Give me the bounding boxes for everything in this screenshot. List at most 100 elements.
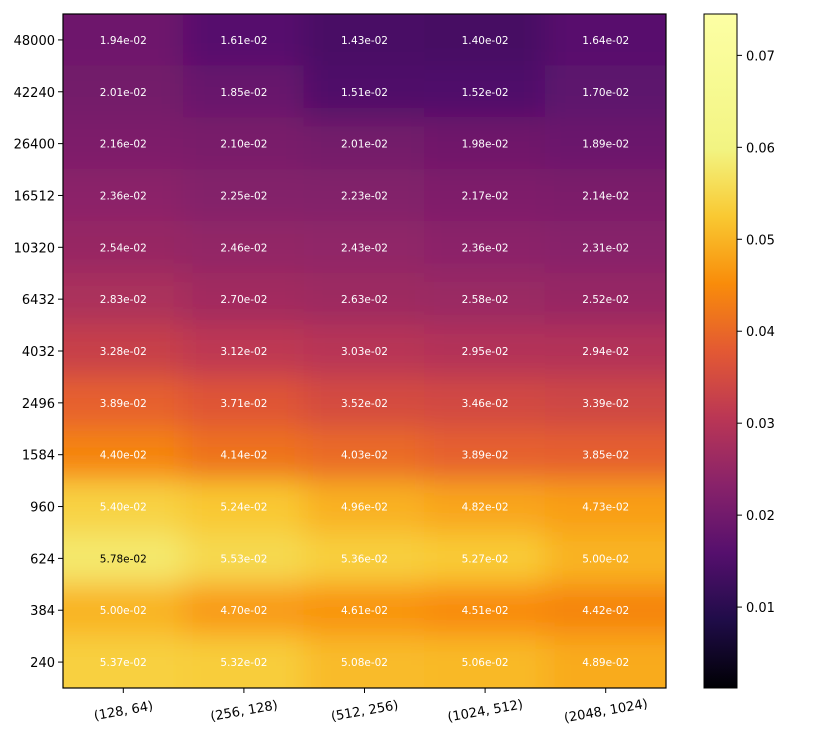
cell-value-label: 5.00e-02 [582, 553, 629, 565]
heatmap-cell [63, 220, 185, 274]
heatmap-cell [63, 635, 185, 688]
cell-value-label: 2.54e-02 [100, 242, 147, 254]
heatmap-cell [303, 376, 426, 430]
heatmap-cell [63, 583, 185, 637]
cell-value-label: 1.61e-02 [220, 35, 267, 47]
cell-value-label: 5.78e-02 [100, 553, 147, 565]
heatmap-cell [63, 14, 185, 67]
heatmap-cell [63, 531, 185, 585]
cell-value-label: 2.63e-02 [341, 294, 388, 306]
y-tick-label: 10320 [14, 241, 55, 256]
cell-value-label: 4.89e-02 [582, 657, 629, 669]
heatmap-cell [63, 428, 185, 482]
cell-value-label: 1.43e-02 [341, 35, 388, 47]
y-tick-label: 48000 [14, 34, 55, 49]
cell-value-label: 2.14e-02 [582, 190, 629, 202]
colorbar-tick-label: 0.07 [746, 49, 775, 64]
colorbar-tick-label: 0.03 [746, 417, 775, 432]
cell-value-label: 1.85e-02 [220, 87, 267, 99]
cell-value-label: 5.32e-02 [220, 657, 267, 669]
heatmap-cell [183, 169, 305, 222]
cell-value-label: 1.89e-02 [582, 139, 629, 151]
colorbar: 0.01 0.02 0.03 0.04 0.05 0.06 0.07 [703, 13, 775, 689]
cell-value-label: 2.23e-02 [341, 190, 388, 202]
cell-value-label: 2.83e-02 [100, 294, 147, 306]
heatmap-cell [303, 324, 426, 378]
cell-value-label: 1.52e-02 [462, 87, 509, 99]
heatmap-cell [544, 376, 666, 430]
cell-labels: 1.94e-02 1.61e-02 1.43e-02 1.40e-02 1.64e-02… [100, 35, 629, 669]
x-tick-label: (128, 64) [93, 699, 154, 724]
cell-value-label: 1.94e-02 [100, 35, 147, 47]
heatmap-cell [183, 376, 305, 430]
cell-value-label: 5.24e-02 [220, 502, 267, 514]
x-tick-label: (1024, 512) [446, 697, 524, 725]
heatmap-cell [303, 480, 426, 533]
cell-value-label: 2.01e-02 [100, 87, 147, 99]
y-tick-label: 624 [30, 552, 55, 567]
cell-value-label: 4.40e-02 [100, 450, 147, 462]
heatmap-cell [303, 272, 426, 326]
heatmap-cell [303, 531, 426, 585]
colorbar-gradient [703, 13, 738, 689]
heatmap-cell [183, 117, 305, 171]
heatmap-cell [424, 117, 546, 171]
heatmap-cell [424, 428, 546, 482]
heatmap-cell [424, 14, 546, 67]
cell-value-label: 5.00e-02 [100, 605, 147, 617]
cell-value-label: 2.10e-02 [220, 139, 267, 151]
cell-value-label: 4.14e-02 [220, 450, 267, 462]
cell-value-label: 1.98e-02 [462, 139, 509, 151]
heatmap-cell [183, 480, 305, 533]
cell-value-label: 5.53e-02 [220, 553, 267, 565]
cell-value-label: 2.94e-02 [582, 346, 629, 358]
y-tick-label: 16512 [14, 189, 55, 204]
heatmap-cell [303, 635, 426, 688]
y-tick-label: 384 [30, 604, 55, 619]
heatmap-cell [544, 272, 666, 326]
cell-value-label: 3.71e-02 [220, 398, 267, 410]
heatmap-cell [183, 220, 305, 274]
cell-value-label: 5.40e-02 [100, 502, 147, 514]
colorbar-tick-label: 0.01 [746, 601, 775, 616]
cell-value-label: 3.12e-02 [220, 346, 267, 358]
x-tick-label: (2048, 1024) [563, 697, 649, 726]
heatmap-cell [544, 14, 666, 67]
heatmap-cell [544, 428, 666, 482]
cell-value-label: 4.51e-02 [462, 605, 509, 617]
heatmap-cell [183, 531, 305, 585]
x-axis: (128, 64) (256, 128) (512, 256) (1024, 512)… [93, 688, 649, 726]
heatmap-cell [303, 117, 426, 171]
y-axis: 48000 42240 26400 16512 10320 6432 4032 2496 158… [14, 34, 63, 671]
heatmap-cell [424, 169, 546, 222]
heatmap-cell [544, 480, 666, 533]
cell-value-label: 2.52e-02 [582, 294, 629, 306]
cell-value-label: 2.43e-02 [341, 242, 388, 254]
heatmap-cell [303, 65, 426, 119]
cell-value-label: 4.61e-02 [341, 605, 388, 617]
cell-value-label: 3.28e-02 [100, 346, 147, 358]
y-tick-label: 1584 [22, 449, 55, 464]
heatmap-cell [424, 65, 546, 119]
colorbar-tick-label: 0.02 [746, 509, 775, 524]
heatmap-cell [424, 635, 546, 688]
heatmap-cell [183, 272, 305, 326]
cell-value-label: 2.46e-02 [220, 242, 267, 254]
cell-value-label: 2.58e-02 [462, 294, 509, 306]
heatmap-cell [303, 220, 426, 274]
cell-value-label: 1.51e-02 [341, 87, 388, 99]
cell-value-label: 2.36e-02 [100, 190, 147, 202]
heatmap-cell [544, 635, 666, 688]
y-tick-label: 960 [30, 501, 55, 516]
heatmap-cell [424, 583, 546, 637]
heatmap-cell [544, 65, 666, 119]
cell-value-label: 5.36e-02 [341, 553, 388, 565]
cell-value-label: 2.01e-02 [341, 139, 388, 151]
heatmap-cell [424, 531, 546, 585]
heatmap-cell [424, 376, 546, 430]
cell-value-label: 3.89e-02 [100, 398, 147, 410]
cell-value-label: 3.52e-02 [341, 398, 388, 410]
cell-value-label: 2.25e-02 [220, 190, 267, 202]
heatmap-cell [303, 583, 426, 637]
